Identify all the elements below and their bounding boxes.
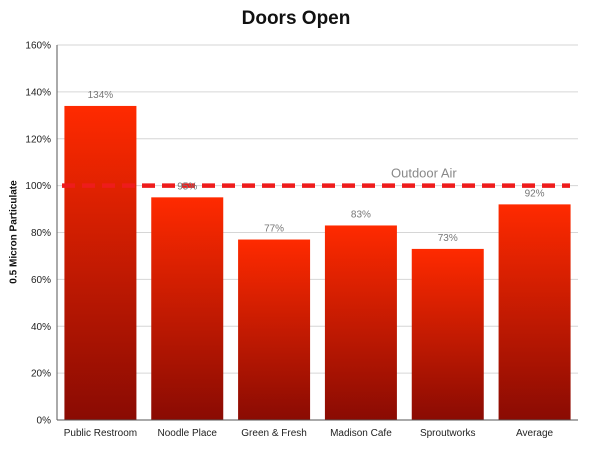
bar (498, 204, 571, 420)
x-category-label: Noodle Place (158, 428, 218, 439)
y-tick-label: 0% (37, 416, 52, 427)
reference-line-group: Outdoor Air (62, 166, 570, 188)
x-category-label: Madison Cafe (330, 428, 392, 439)
data-label: 77% (264, 224, 284, 235)
y-tick-label: 60% (31, 275, 51, 286)
y-tick-label: 40% (31, 322, 51, 333)
gridlines (57, 44, 578, 374)
bar (151, 197, 224, 420)
y-tick-label: 120% (25, 134, 51, 145)
bar (64, 105, 137, 420)
x-category-label: Average (516, 428, 554, 439)
data-labels: 134% 95% 77% 83% 73% 92% (88, 90, 545, 244)
x-category-label: Sproutworks (420, 428, 476, 439)
data-label: 92% (525, 188, 545, 199)
x-axis-categories: Public Restroom Noodle Place Green & Fresh… (64, 428, 554, 439)
data-label: 83% (351, 209, 371, 220)
y-axis-ticks: 0% 20% 40% 60% 80% 100% 120% 140% 160% (25, 41, 51, 427)
y-tick-label: 20% (31, 369, 51, 380)
x-category-label: Green & Fresh (241, 428, 307, 439)
data-label: 95% (177, 181, 197, 192)
y-tick-label: 80% (31, 228, 51, 239)
chart-title: Doors Open (241, 8, 351, 29)
axes (56, 45, 578, 421)
y-tick-label: 140% (25, 87, 51, 98)
data-label: 73% (438, 233, 458, 244)
y-tick-label: 160% (25, 41, 51, 52)
bar (324, 225, 397, 420)
reference-line-label: Outdoor Air (391, 166, 457, 181)
bar (411, 248, 484, 420)
y-tick-label: 100% (25, 181, 51, 192)
bars (64, 105, 571, 420)
data-label: 134% (88, 90, 114, 101)
bar (238, 239, 311, 420)
x-category-label: Public Restroom (64, 428, 137, 439)
